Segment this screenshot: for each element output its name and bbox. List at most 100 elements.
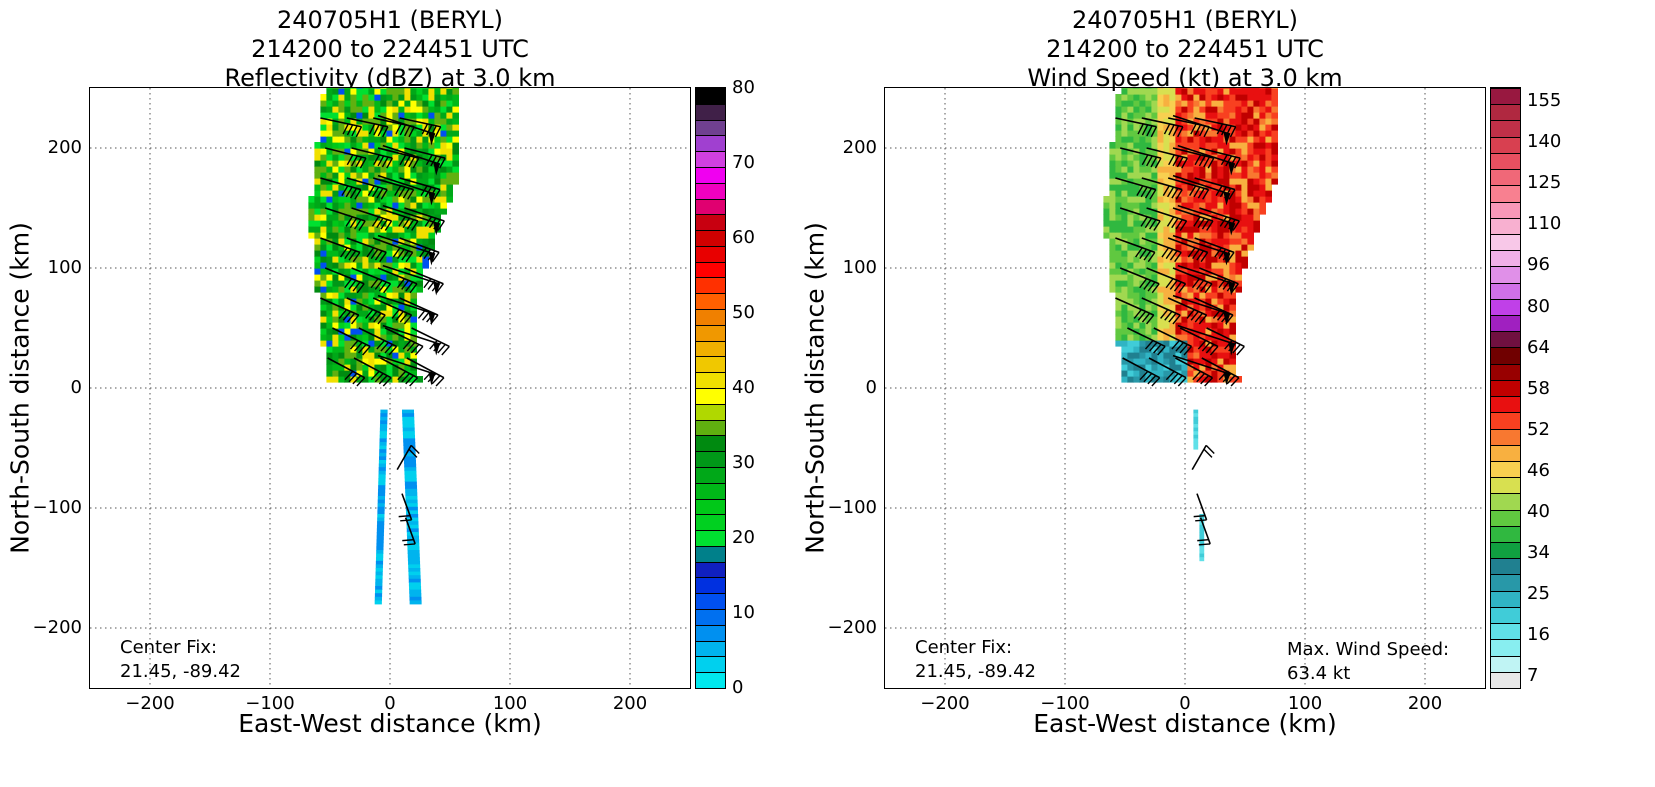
colorbar-segment (696, 230, 725, 246)
barb-flag (1228, 281, 1235, 296)
data-cell (338, 286, 345, 293)
data-cell (1205, 130, 1212, 137)
data-cell (380, 286, 387, 293)
barb-feather (1214, 247, 1222, 258)
data-cell (446, 112, 453, 119)
barb-feather (409, 377, 418, 387)
data-cell (368, 304, 375, 311)
barb-feather (378, 281, 387, 292)
barb-feather (1140, 186, 1148, 198)
data-cell (416, 226, 423, 233)
colorbar-segment (696, 593, 725, 610)
barb-feather (1168, 312, 1177, 323)
wind-barb (1175, 357, 1213, 387)
colorbar-segment (696, 198, 725, 215)
data-cell (1163, 130, 1170, 137)
data-cell (1271, 106, 1278, 113)
barb-feather (1198, 155, 1206, 167)
barb-flag (433, 341, 440, 356)
data-cell (376, 532, 384, 536)
data-cell (380, 364, 387, 371)
data-cell (1265, 112, 1272, 119)
data-cell (1127, 232, 1134, 239)
data-cell (1211, 310, 1218, 317)
wind-speed-plot-area (885, 88, 1485, 688)
data-cell (416, 220, 423, 227)
data-cell (1139, 370, 1146, 377)
data-cell (1157, 94, 1164, 101)
data-cell (398, 214, 405, 221)
data-cell (1115, 274, 1122, 281)
data-cell (368, 238, 375, 245)
data-cell (1217, 250, 1224, 257)
data-cell (1103, 232, 1110, 239)
data-cell (452, 130, 459, 137)
data-cell (338, 280, 345, 287)
data-cell (338, 208, 345, 215)
data-cell (1115, 316, 1122, 323)
data-cell (1235, 100, 1242, 107)
data-cell (1205, 376, 1212, 383)
colorbar-tick-label: 20 (732, 527, 755, 548)
data-cell (378, 460, 387, 464)
data-cell (332, 328, 339, 335)
data-cell (1115, 298, 1122, 305)
data-cell (1151, 316, 1158, 323)
data-cell (1145, 136, 1152, 143)
x-tick-label: −200 (920, 693, 970, 714)
data-cell (344, 334, 351, 341)
barb-feather (1139, 278, 1148, 289)
data-cell (410, 274, 417, 281)
data-cell (1139, 88, 1146, 89)
reflectivity-colorbar (695, 87, 726, 689)
data-cell (392, 334, 399, 341)
data-cell (320, 334, 327, 341)
data-cell (404, 112, 411, 119)
barb-feather (402, 340, 412, 350)
data-cell (1127, 112, 1134, 119)
data-cell (404, 474, 417, 479)
data-cell (1133, 226, 1140, 233)
barb-flag (428, 251, 436, 266)
barb-feather (1232, 220, 1240, 231)
data-cell (1157, 364, 1164, 371)
data-cell (1169, 310, 1176, 317)
wind-barb (377, 354, 436, 386)
barb-feather (409, 283, 418, 294)
data-cell (368, 316, 375, 323)
data-cell (326, 352, 333, 359)
barb-feather (376, 217, 384, 229)
data-cell (1271, 178, 1278, 185)
data-cell (1217, 268, 1224, 275)
data-cell (380, 416, 388, 421)
data-cell (368, 166, 375, 173)
data-cell (1217, 172, 1224, 179)
data-cell (416, 124, 423, 131)
data-cell (1199, 112, 1206, 119)
data-cell (380, 244, 387, 251)
data-cell (1157, 100, 1164, 107)
barb-feather (1166, 216, 1175, 227)
data-cell (1193, 232, 1200, 239)
data-cell (422, 148, 429, 155)
data-cell (1271, 142, 1278, 149)
data-cell (308, 232, 315, 239)
data-cell (1235, 376, 1242, 383)
data-cell (1241, 232, 1248, 239)
barb-feather (1146, 314, 1155, 325)
data-cell (380, 94, 387, 101)
data-cell (1193, 346, 1200, 353)
data-cell (1229, 364, 1236, 371)
barb-feather (1143, 250, 1152, 261)
data-cell (1187, 268, 1194, 275)
data-cell (356, 340, 363, 347)
barb-feather (1150, 156, 1158, 168)
data-cell (320, 274, 327, 281)
data-cell (1175, 286, 1182, 293)
data-cell (1217, 358, 1224, 365)
data-cell (380, 166, 387, 173)
data-cell (338, 88, 345, 95)
data-cell (1181, 100, 1188, 107)
data-cell (1169, 136, 1176, 143)
data-cell (344, 364, 351, 371)
